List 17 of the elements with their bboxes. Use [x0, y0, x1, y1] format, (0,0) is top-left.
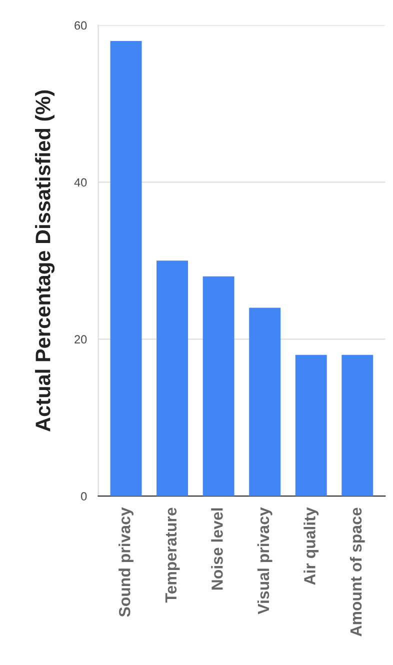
x-tick-label: Temperature	[165, 508, 180, 603]
x-tick-label: Visual privacy	[257, 507, 272, 614]
y-tick-label: 40	[74, 178, 87, 187]
x-tick-label: Air quality	[304, 507, 319, 585]
bar	[342, 354, 374, 496]
x-tick-label: Amount of space	[350, 508, 365, 636]
bar	[202, 276, 234, 496]
x-tick-label: Noise level	[211, 508, 223, 590]
y-tick-label: 0	[81, 492, 87, 500]
x-tick-label: Sound privacy	[118, 507, 134, 617]
bar	[110, 40, 142, 496]
y-axis-title: Actual Percentage Dissatisfied (%)	[35, 90, 55, 432]
bar	[249, 308, 281, 496]
bar	[156, 260, 188, 496]
y-tick-label: 60	[74, 21, 87, 30]
bar	[295, 354, 327, 496]
y-tick-label: 20	[74, 335, 87, 344]
